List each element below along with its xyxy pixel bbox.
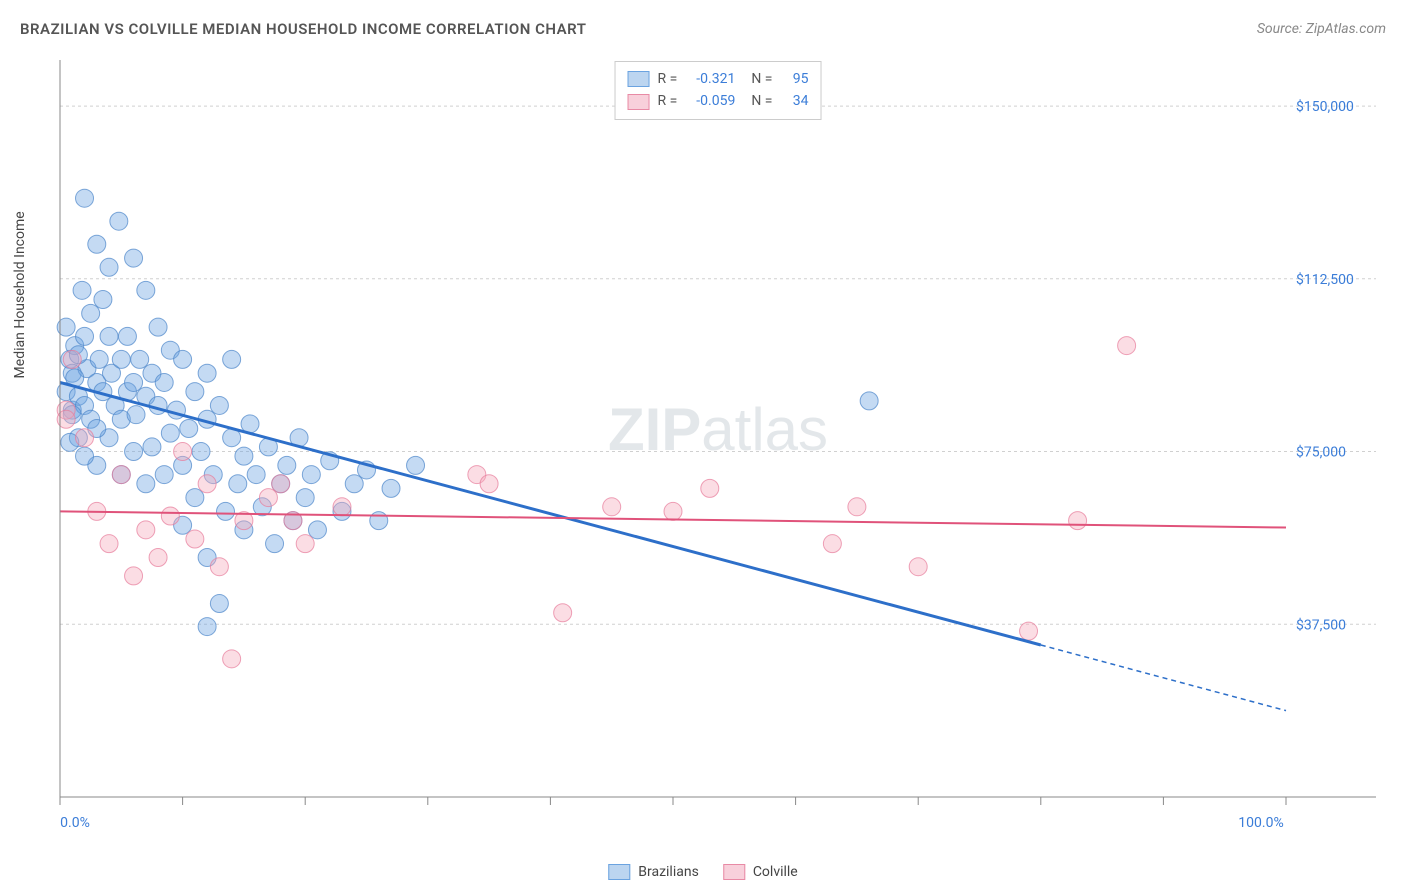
svg-text:0.0%: 0.0% [60,815,90,831]
legend-row-colville: R = -0.059 N = 34 [628,90,809,112]
y-axis-label: Median Household Income [12,211,28,378]
legend-swatch-pink-icon [723,864,745,880]
svg-text:$37,500: $37,500 [1296,616,1346,633]
r-value-brazilians: -0.321 [685,68,735,90]
legend-swatch-blue-icon [608,864,630,880]
watermark: ZIPatlas [608,396,828,463]
svg-text:$75,000: $75,000 [1296,444,1346,461]
n-value-brazilians: 95 [780,68,808,90]
scatter-plot: ZIPatlas $37,500$75,000$112,500$150,000 … [50,55,1386,852]
legend-swatch-blue [628,71,650,87]
legend-swatch-pink [628,94,650,110]
chart-header: BRAZILIAN VS COLVILLE MEDIAN HOUSEHOLD I… [20,20,1386,38]
legend-item-colville: Colville [723,864,798,880]
chart-source: Source: ZipAtlas.com [1257,21,1386,37]
legend-item-brazilians: Brazilians [608,864,699,880]
legend-row-brazilians: R = -0.321 N = 95 [628,68,809,90]
series-legend: Brazilians Colville [608,864,797,880]
svg-text:100.0%: 100.0% [1238,815,1283,831]
r-value-colville: -0.059 [685,90,735,112]
correlation-legend: R = -0.321 N = 95 R = -0.059 N = 34 [615,61,822,120]
svg-text:$112,500: $112,500 [1296,271,1354,288]
chart-title: BRAZILIAN VS COLVILLE MEDIAN HOUSEHOLD I… [20,20,586,38]
n-value-colville: 34 [780,90,808,112]
chart-container: Median Household Income R = -0.321 N = 9… [50,55,1386,852]
svg-text:$150,000: $150,000 [1296,98,1354,115]
